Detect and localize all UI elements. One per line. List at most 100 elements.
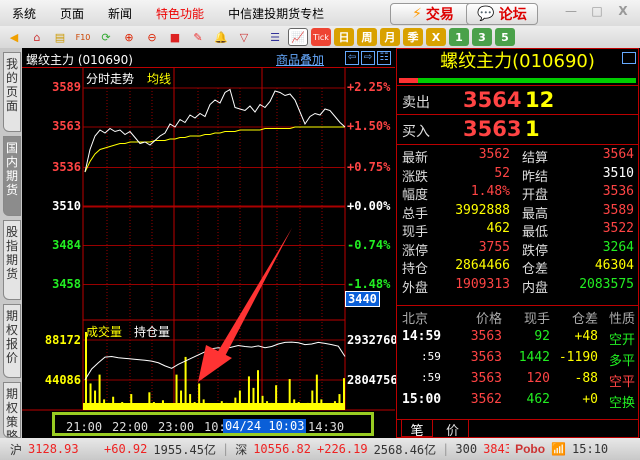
legend-avg: 均线 — [147, 72, 172, 86]
tick-volume: 462 — [526, 392, 550, 407]
quote-title: 螺纹主力(010690) — [440, 51, 595, 72]
menu-system[interactable]: 系统 — [12, 6, 37, 21]
ask-price: 3564 — [463, 88, 522, 112]
quote-row: 幅度 1.48% 开盘 3536 — [397, 184, 638, 203]
bid-volume: 1 — [525, 117, 540, 141]
tick-time: 14:59 — [402, 329, 442, 344]
week-button[interactable]: 周 — [357, 28, 377, 46]
sz-change: +226.19 — [317, 442, 368, 456]
ticks-header-cell: 性质 — [608, 312, 635, 327]
sz-index[interactable]: 10556.82 — [253, 442, 311, 456]
f10-icon[interactable]: F10 — [75, 32, 91, 42]
menu-column[interactable]: 中信建投期货专栏 — [228, 6, 325, 21]
divider — [397, 305, 638, 306]
quote-value: 2864466 — [455, 258, 510, 273]
volume-bar — [288, 379, 291, 410]
tick-type: 空开 — [608, 333, 635, 348]
side-tab-option-quotes[interactable]: 期权报价 — [3, 304, 21, 378]
prev-arrow-icon[interactable]: ⇦ — [345, 51, 359, 65]
quote-value: 3510 — [602, 165, 634, 181]
back-arrow-icon[interactable]: ◀ — [9, 30, 19, 44]
quote-key: 最低 — [522, 225, 549, 240]
1min-button[interactable]: 1 — [449, 28, 469, 46]
overlay-link[interactable]: 商品叠加 — [276, 53, 325, 67]
maximize-panel-icon[interactable] — [622, 52, 636, 64]
percent-axis-label: +1.50% — [347, 119, 391, 133]
quote-value: 52 — [494, 165, 510, 181]
quote-value: 46304 — [594, 258, 634, 273]
volume-bar — [89, 383, 92, 410]
time-label: 14:30 — [308, 420, 345, 434]
notes-icon[interactable]: ▤ — [54, 30, 66, 44]
maximize-button[interactable]: □ — [591, 4, 603, 18]
volume-bar — [275, 385, 278, 410]
tick-volume: 120 — [526, 371, 550, 386]
quote-value: 1909313 — [455, 276, 510, 292]
refresh-icon[interactable]: ⟳ — [101, 30, 111, 44]
separator: | — [442, 442, 450, 456]
side-tab-my-page[interactable]: 我的页面 — [3, 52, 21, 132]
quote-key: 内盘 — [522, 280, 549, 296]
sz-label: 深 — [235, 442, 248, 457]
oi-axis-label: 2932760 — [347, 333, 398, 347]
volume-bar — [257, 370, 259, 410]
ticks-header-cell: 北京 — [402, 312, 429, 327]
ask-volume: 12 — [525, 88, 555, 112]
buy-sell-ratio-bar — [399, 78, 636, 83]
tick-button[interactable]: Tick — [311, 28, 331, 46]
side-tab-index-futures[interactable]: 股指期货 — [3, 220, 21, 300]
menu-page[interactable]: 页面 — [60, 6, 85, 21]
season-button[interactable]: 季 — [403, 28, 423, 46]
bid-row: 买入 3563 1 — [397, 115, 638, 145]
tick-price: 3562 — [470, 392, 502, 407]
home-icon[interactable]: ⌂ — [33, 30, 41, 44]
quote-row: 持仓 2864466 仓差 46304 — [397, 258, 638, 277]
volume-bar — [315, 374, 318, 410]
quote-row: 涨停 3755 跌停 3264 — [397, 240, 638, 259]
sh-amount: 1955.45亿 — [153, 442, 216, 457]
menu-news[interactable]: 新闻 — [108, 6, 133, 21]
quote-key: 总手 — [402, 206, 429, 222]
sh-index[interactable]: 3128.93 — [28, 442, 79, 456]
5min-button[interactable]: 5 — [495, 28, 515, 46]
trade-button[interactable]: ⚡ 交易 — [390, 3, 476, 25]
overlay-icon[interactable]: ■ — [169, 30, 181, 44]
day-button[interactable]: 日 — [334, 28, 354, 46]
month-button[interactable]: 月 — [380, 28, 400, 46]
quote-value: 462 — [486, 221, 510, 236]
pencil-icon[interactable]: ✎ — [193, 30, 203, 44]
tick-oi-change: +0 — [582, 392, 598, 407]
quote-row: 涨跌 52 昨结 3510 — [397, 165, 638, 185]
forum-button[interactable]: 💬 论坛 — [466, 3, 538, 25]
next-arrow-icon[interactable]: ⇨ — [361, 51, 375, 65]
tick-oi-change: -1190 — [558, 350, 598, 365]
side-tab-domestic-futures[interactable]: 国内期货 — [3, 136, 21, 216]
close-button[interactable]: X — [618, 4, 628, 18]
volume-bar — [94, 390, 97, 410]
quote-value: 3562 — [478, 147, 510, 162]
tick-type: 多平 — [608, 354, 635, 369]
list-icon[interactable]: ☰ — [270, 30, 280, 44]
intraday-chart[interactable]: 螺纹主力 (010690) 商品叠加 ⇦ ⇨ ☷ 分时走势 均线 成交量 持仓量… — [22, 48, 398, 438]
zoom-out-icon[interactable]: ⊖ — [147, 30, 157, 44]
volume-bar — [252, 387, 255, 410]
intraday-chart-icon[interactable]: 📈 — [288, 28, 308, 46]
quote-key: 幅度 — [402, 188, 429, 203]
menu-features[interactable]: 特色功能 — [156, 6, 205, 21]
tick-time: :59 — [421, 371, 441, 384]
3min-button[interactable]: 3 — [472, 28, 492, 46]
tab-price[interactable]: 价 — [437, 420, 469, 439]
x-period-button[interactable]: X — [426, 28, 446, 46]
volume-axis-label: 44086 — [44, 373, 81, 387]
tick-volume: 92 — [534, 329, 550, 344]
filter-icon[interactable]: ▽ — [239, 30, 249, 44]
cursor-time-label: 04/24 10:03 — [223, 419, 307, 433]
side-tab-option-strategy[interactable]: 期权策略 — [3, 382, 21, 438]
layout-icon[interactable]: ☷ — [377, 51, 391, 65]
tick-row: :59 3563 1442 -1190 多平 — [397, 350, 638, 369]
tab-ticks[interactable]: 笔 — [401, 420, 433, 439]
cursor-price-label: 3440 — [345, 291, 380, 307]
zoom-in-icon[interactable]: ⊕ — [124, 30, 134, 44]
alarm-bell-icon[interactable]: 🔔 — [214, 30, 228, 44]
minimize-button[interactable]: — — [565, 4, 577, 18]
